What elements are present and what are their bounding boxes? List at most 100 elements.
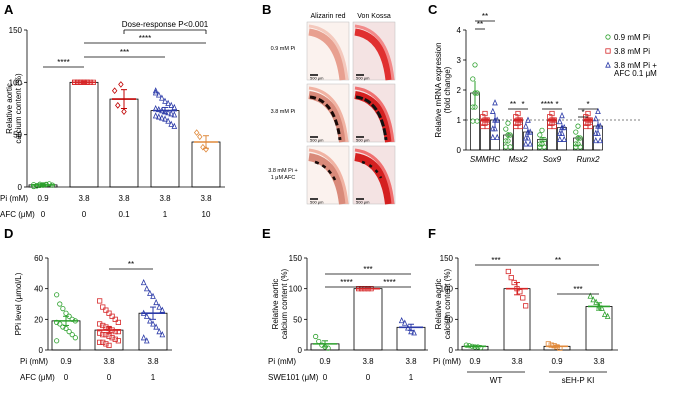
y-tick-label: 0 — [457, 146, 462, 155]
data-point — [152, 87, 159, 94]
chart-panel-d: 0 20 40 60 PPi level (μmol/L) Pi (mM) 0.9 3.8 3.… — [14, 254, 172, 382]
data-point — [474, 118, 480, 124]
data-point — [63, 310, 69, 316]
data-point — [150, 320, 156, 327]
y-axis-label: Relative mRNA expression — [434, 42, 443, 137]
data-point — [57, 321, 63, 327]
bar — [150, 110, 180, 188]
row-value: 0.9 — [37, 194, 49, 203]
data-point — [522, 140, 529, 147]
sig-c-7-label: * — [581, 108, 584, 117]
sig-c-3-label: ** — [510, 100, 516, 109]
sig-e-1-label: *** — [363, 265, 372, 274]
y-tick-label: 60 — [34, 254, 43, 263]
data-point — [109, 313, 115, 319]
data-point — [401, 319, 408, 326]
panel-label-d: D — [4, 226, 13, 241]
bar — [585, 306, 613, 351]
data-point — [159, 114, 165, 121]
data-point — [168, 110, 175, 117]
row-value: 3.8 — [118, 194, 130, 203]
row-value: 0.9 — [469, 357, 481, 366]
scale-bar-text: 500 μm — [310, 76, 324, 81]
data-point — [140, 278, 147, 286]
data-point — [484, 123, 490, 130]
data-point — [115, 319, 121, 326]
row-value: 3.8 — [511, 357, 523, 366]
image-vonkossa-38: 500 μm — [352, 83, 396, 143]
legend-label: 3.8 mM Pi — [614, 47, 650, 56]
data-point — [143, 312, 150, 319]
sig-f-1-label: *** — [491, 256, 500, 265]
row-label-09: 0.9 mM Pi — [271, 46, 296, 52]
data-point — [112, 316, 118, 322]
data-point — [60, 324, 66, 330]
data-point — [54, 338, 60, 344]
panel-label-b: B — [262, 2, 271, 17]
data-point — [171, 111, 178, 118]
data-point — [470, 104, 476, 110]
image-alizarin-afc: 500 μm — [306, 145, 350, 205]
data-point — [63, 325, 69, 332]
data-point — [573, 129, 579, 135]
panel-label-a: A — [4, 2, 14, 17]
data-point — [147, 317, 153, 324]
row-label: Pi (mM) — [433, 357, 461, 366]
data-point — [106, 342, 112, 349]
row-label: SWE101 (μM) — [268, 373, 319, 382]
bar — [503, 288, 531, 351]
data-point — [159, 331, 166, 338]
y-tick-label: 0 — [39, 346, 44, 355]
data-point — [34, 183, 40, 189]
row-value: 3.8 — [103, 357, 115, 366]
data-point — [463, 342, 469, 348]
data-point — [549, 110, 555, 117]
y-tick-label: 0 — [449, 346, 454, 355]
row-label: Pi (mM) — [268, 357, 296, 366]
sig-c-1-label: ** — [477, 20, 483, 29]
data-point — [57, 301, 63, 307]
data-point — [97, 339, 103, 345]
image-alizarin-09: 500 μm — [306, 21, 350, 81]
data-point — [60, 305, 66, 312]
data-point — [109, 335, 115, 341]
row-value: 0 — [107, 373, 112, 382]
data-point — [595, 107, 601, 115]
col-title-alizarin: Alizarin red — [310, 13, 345, 20]
row-value: 0.1 — [118, 210, 130, 219]
panel-label-e: E — [262, 226, 271, 241]
y-axis-label: Relative aortic — [271, 279, 280, 330]
row-label: Pi (mM) — [0, 194, 28, 203]
y-tick-label: 0 — [18, 183, 23, 192]
data-point — [313, 333, 319, 340]
row-label: Pi (mM) — [20, 357, 48, 366]
y-axis-label: Relative aortic — [434, 279, 443, 330]
data-point — [505, 138, 511, 144]
y-tick-label: 0 — [298, 346, 303, 355]
data-point — [515, 117, 521, 123]
y-tick-label: 100 — [289, 285, 303, 294]
data-point — [587, 123, 593, 130]
row-label-38-afc-line2: 1 μM AFC — [271, 175, 296, 181]
data-point — [200, 143, 206, 151]
legend-label: 3.8 mM Pi + — [614, 61, 657, 70]
data-point — [489, 125, 496, 132]
data-point — [482, 117, 488, 123]
data-point — [325, 345, 331, 351]
data-point — [103, 332, 109, 338]
data-point — [592, 129, 599, 136]
image-alizarin-38: 500 μm — [306, 83, 350, 143]
y-tick-label: 4 — [457, 26, 462, 35]
data-point — [165, 117, 171, 124]
data-point — [470, 76, 476, 82]
scale-bar-text: 500 μm — [356, 200, 370, 205]
y-tick-label: 150 — [9, 26, 23, 35]
data-point — [585, 110, 591, 117]
data-point — [515, 110, 521, 117]
y-axis-label: calcium content (%) — [443, 269, 452, 340]
data-point — [97, 321, 103, 327]
image-vonkossa-09: 500 μm — [352, 21, 396, 81]
data-point — [162, 115, 168, 122]
row-value: 3.8 — [159, 194, 171, 203]
